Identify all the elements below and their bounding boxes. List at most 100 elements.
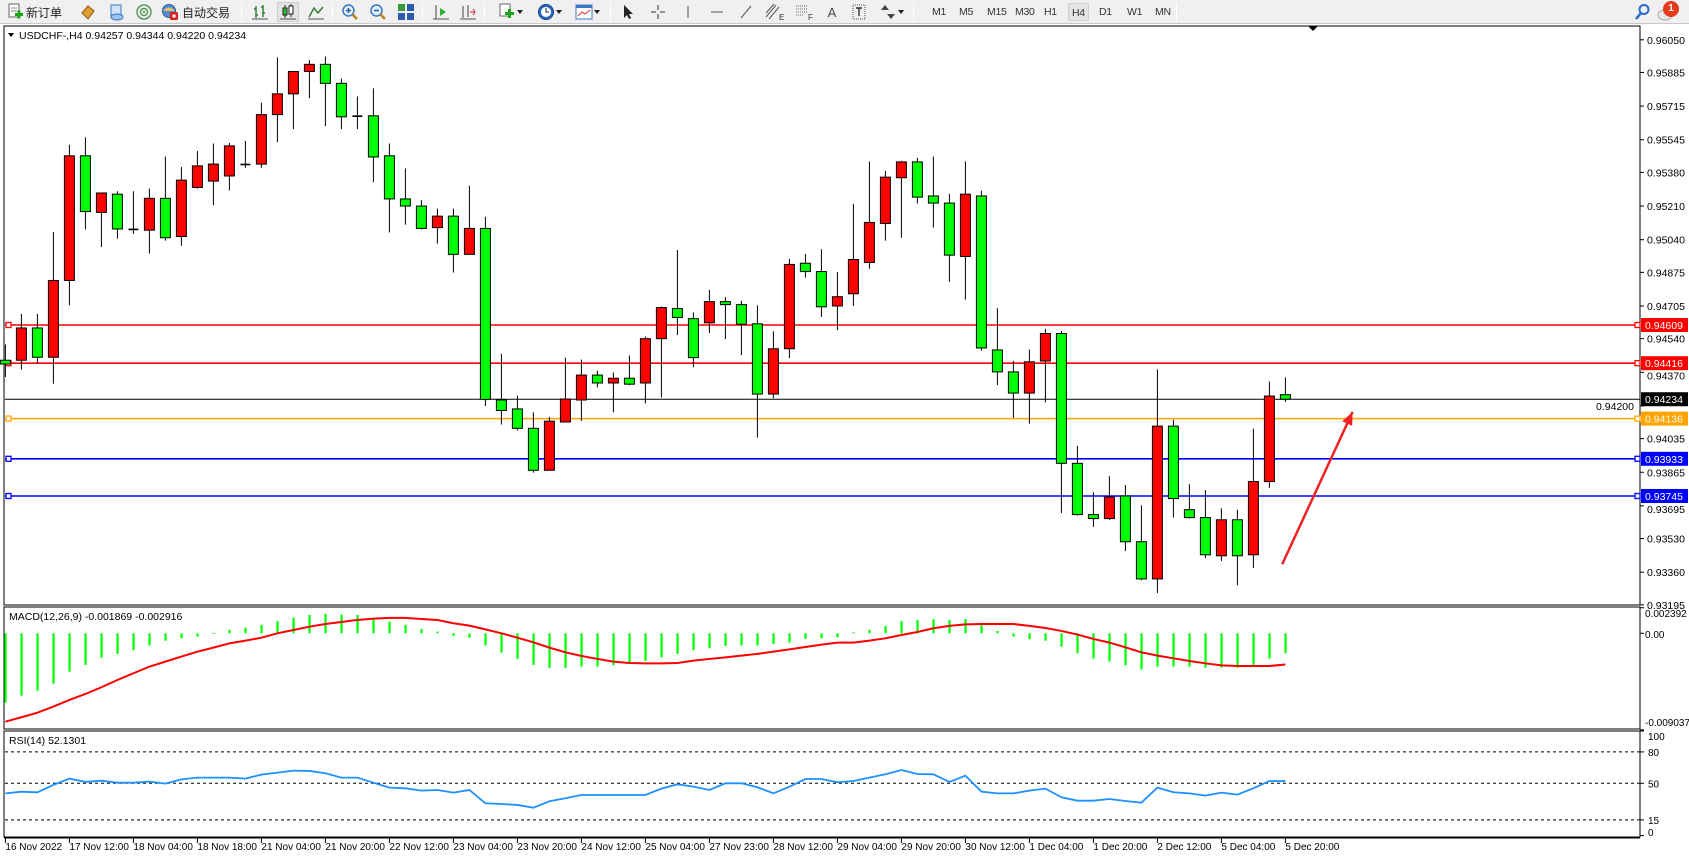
macd-histogram-bar — [180, 633, 183, 639]
autotrade-button[interactable]: 自动交易 — [160, 2, 230, 22]
candle — [399, 168, 411, 225]
timeframe-m5[interactable]: M5 — [959, 6, 973, 18]
timeframe-d1[interactable]: D1 — [1099, 6, 1112, 18]
candle — [415, 200, 427, 230]
candle — [431, 208, 443, 244]
macd-histogram-bar — [84, 633, 87, 665]
timeframe-w1[interactable]: W1 — [1127, 6, 1143, 18]
candle — [1167, 419, 1179, 518]
fibonacci-button[interactable]: F — [794, 2, 816, 22]
line-chart-button[interactable] — [306, 2, 326, 22]
candle-body — [655, 307, 667, 340]
market-watch-button[interactable] — [78, 2, 98, 22]
candle-body — [431, 215, 443, 229]
candle-body — [1039, 333, 1051, 362]
price-line-label-box — [1641, 411, 1688, 426]
candle — [799, 253, 811, 278]
macd-tick-label: 0.002392 — [1645, 609, 1687, 620]
candlestick-chart-button[interactable] — [277, 2, 299, 22]
text-tool-button[interactable]: A — [822, 2, 842, 22]
main-panel — [3, 25, 1641, 606]
time-tick-label: 29 Nov 04:00 — [837, 842, 897, 853]
timeframe-m30[interactable]: M30 — [1015, 6, 1035, 18]
macd-tick-label: 0.00 — [1645, 630, 1665, 641]
zoom-in-button[interactable] — [340, 2, 360, 22]
macd-histogram-bar — [868, 629, 871, 634]
candle — [703, 289, 715, 334]
macd-histogram-bar — [1188, 633, 1191, 667]
macd-histogram-bar — [852, 632, 855, 634]
candle — [559, 357, 571, 423]
candle — [879, 170, 891, 241]
new-order-button[interactable]: 新订单 — [6, 2, 62, 22]
search-button[interactable] — [1632, 2, 1652, 22]
candle — [240, 140, 251, 168]
macd-histogram-bar — [1076, 633, 1079, 654]
text-label-icon — [852, 4, 866, 20]
candle-body — [543, 420, 555, 471]
auto-scroll-button[interactable] — [431, 2, 451, 22]
new-order-icon — [8, 3, 23, 19]
timeframe-mn[interactable]: MN — [1155, 6, 1171, 18]
candle-body — [1087, 514, 1099, 520]
candle — [31, 313, 43, 364]
auto-scroll-icon — [433, 5, 449, 20]
timeframe-m1[interactable]: M1 — [932, 6, 946, 18]
clock-icon — [538, 4, 554, 20]
crosshair-button[interactable] — [648, 2, 668, 22]
tile-windows-button[interactable] — [396, 2, 416, 22]
time-tick-label: 30 Nov 12:00 — [965, 842, 1025, 853]
timeframe-h4[interactable]: H4 — [1068, 3, 1089, 21]
macd-histogram-bar — [1108, 633, 1111, 662]
macd-histogram-bar — [404, 624, 407, 634]
macd-histogram-bar — [596, 633, 599, 667]
text-label-button[interactable] — [849, 2, 869, 22]
cursor-button[interactable] — [618, 2, 638, 22]
toolbar-separator — [332, 3, 333, 21]
candle — [975, 190, 987, 351]
zoom-out-button[interactable] — [368, 2, 388, 22]
bar-chart-button[interactable] — [250, 2, 270, 22]
fibo-channel-button[interactable]: E — [764, 2, 786, 22]
candle-body — [751, 323, 763, 395]
price-tick-label: 0.94705 — [1647, 301, 1685, 313]
notification-badge: 1 — [1663, 1, 1679, 17]
svg-text:E: E — [779, 13, 784, 21]
trendline-button[interactable] — [736, 2, 756, 22]
candle — [1263, 381, 1275, 488]
horizontal-line-button[interactable] — [707, 2, 727, 22]
rsi-tick-label: 15 — [1648, 816, 1660, 827]
candle — [575, 359, 587, 421]
navigator-button[interactable] — [134, 2, 154, 22]
macd-histogram-bar — [1268, 633, 1271, 659]
chart-shift-button[interactable] — [458, 2, 478, 22]
fibo-channel-icon: E — [765, 3, 784, 21]
candle — [1151, 369, 1163, 593]
candle — [591, 370, 603, 388]
templates-dropdown[interactable] — [571, 2, 605, 22]
candle-body — [703, 301, 715, 324]
time-tick-label: 1 Dec 04:00 — [1029, 842, 1083, 853]
indicators-dropdown[interactable] — [494, 2, 528, 22]
price-tick-label: 0.96050 — [1647, 35, 1685, 47]
macd-histogram-bar — [996, 630, 999, 634]
candle-body — [63, 155, 75, 281]
arrows-dropdown[interactable] — [876, 2, 908, 22]
periods-dropdown[interactable] — [533, 2, 567, 22]
timeframe-m15[interactable]: M15 — [987, 6, 1007, 18]
vertical-line-button[interactable] — [678, 2, 698, 22]
timeframe-h1[interactable]: H1 — [1044, 6, 1057, 18]
candle-body — [799, 262, 811, 273]
toolbar-separator — [913, 3, 914, 21]
chart-area[interactable]: USDCHF-,H4 0.94257 0.94344 0.94220 0.942… — [0, 24, 1689, 859]
data-window-button[interactable] — [106, 2, 126, 22]
toolbar-separator — [484, 3, 485, 21]
macd-histogram-bar — [20, 633, 23, 696]
zoom-in-icon — [342, 4, 358, 20]
candle-body — [943, 202, 955, 256]
candle — [447, 208, 459, 273]
candle-body — [415, 205, 427, 229]
macd-histogram-bar — [132, 633, 135, 650]
candle — [735, 300, 747, 356]
toolbar-separator — [1176, 3, 1177, 21]
